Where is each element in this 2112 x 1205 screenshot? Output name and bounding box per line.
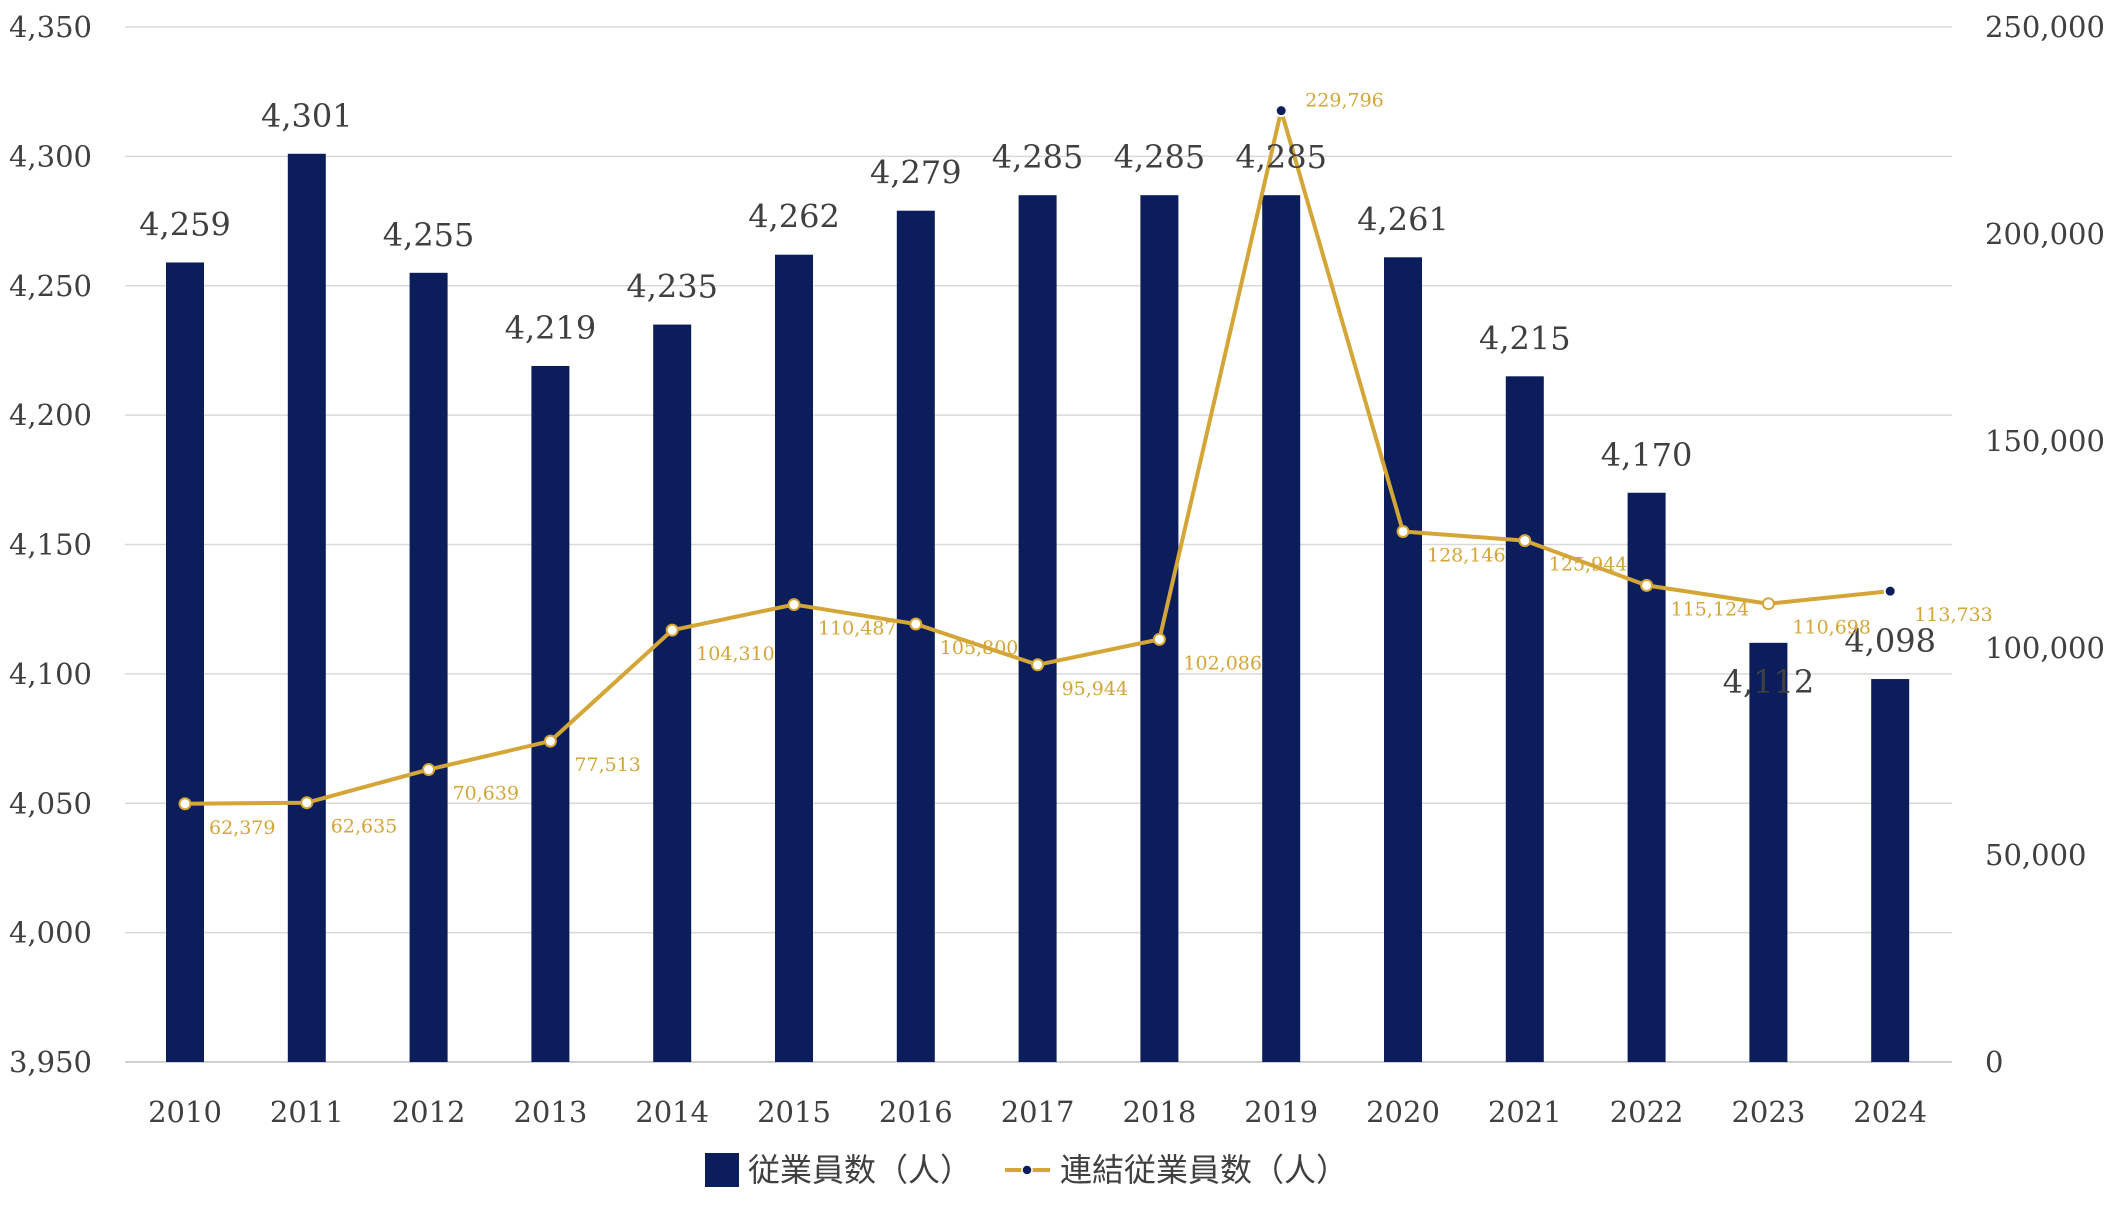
bar bbox=[1018, 195, 1057, 1062]
line-data-label: 70,639 bbox=[453, 783, 519, 805]
bar-data-label: 4,261 bbox=[1357, 200, 1449, 238]
line-data-label: 115,124 bbox=[1671, 598, 1750, 620]
legend-line-label: 連結従業員数（人） bbox=[1060, 1151, 1348, 1189]
x-axis-tick-label: 2020 bbox=[1366, 1095, 1440, 1129]
x-axis-tick-label: 2011 bbox=[270, 1095, 344, 1129]
x-axis-tick-label: 2024 bbox=[1853, 1095, 1927, 1129]
x-axis-tick-label: 2019 bbox=[1244, 1095, 1318, 1129]
left-axis-tick-label: 4,150 bbox=[9, 528, 92, 562]
bar-data-label: 4,219 bbox=[505, 309, 597, 347]
bar-data-label: 4,301 bbox=[261, 97, 353, 135]
line-point bbox=[1274, 104, 1288, 118]
line-point bbox=[1152, 632, 1166, 646]
line-data-label: 62,635 bbox=[331, 816, 397, 838]
line-data-label: 105,800 bbox=[940, 637, 1019, 659]
legend-bar-label: 従業員数（人） bbox=[748, 1151, 972, 1189]
right-axis-tick-label: 250,000 bbox=[1985, 10, 2105, 44]
bar bbox=[1140, 195, 1179, 1062]
x-axis-tick-label: 2010 bbox=[148, 1095, 222, 1129]
bar bbox=[166, 262, 204, 1062]
bar-data-label: 4,215 bbox=[1479, 319, 1571, 357]
line-point bbox=[1761, 597, 1775, 611]
bar bbox=[1871, 679, 1910, 1062]
bar-data-label: 4,098 bbox=[1844, 622, 1936, 660]
left-axis-tick-label: 4,100 bbox=[9, 657, 92, 691]
bar bbox=[653, 324, 692, 1062]
bar bbox=[1262, 195, 1301, 1062]
line-point bbox=[909, 617, 923, 631]
legend-line-marker bbox=[1021, 1164, 1033, 1176]
legend-bar-swatch bbox=[705, 1153, 739, 1187]
line-point bbox=[787, 598, 801, 612]
line-data-label: 110,487 bbox=[818, 618, 897, 640]
left-axis-tick-label: 4,300 bbox=[9, 139, 92, 173]
bar-data-label: 4,262 bbox=[748, 198, 840, 236]
bar-data-label: 4,285 bbox=[1114, 138, 1206, 176]
left-axis-tick-label: 4,000 bbox=[9, 916, 92, 950]
left-axis-tick-label: 4,200 bbox=[9, 398, 92, 432]
bar-data-label: 4,170 bbox=[1601, 436, 1693, 474]
line-point bbox=[665, 623, 679, 637]
bar-data-label: 4,279 bbox=[870, 154, 962, 192]
x-axis-tick-label: 2021 bbox=[1488, 1095, 1562, 1129]
right-axis-tick-label: 50,000 bbox=[1985, 838, 2086, 872]
line-point bbox=[1031, 658, 1045, 672]
left-axis-tick-label: 4,350 bbox=[9, 10, 92, 44]
x-axis-tick-label: 2013 bbox=[513, 1095, 587, 1129]
line-point bbox=[1518, 534, 1532, 548]
bar bbox=[896, 210, 935, 1062]
x-axis-tick-label: 2015 bbox=[757, 1095, 831, 1129]
bar bbox=[409, 272, 448, 1062]
left-axis-tick-label: 3,950 bbox=[9, 1045, 92, 1079]
bar bbox=[1505, 376, 1544, 1062]
x-axis-tick-label: 2023 bbox=[1731, 1095, 1805, 1129]
line-point bbox=[1396, 524, 1410, 538]
right-axis-tick-label: 150,000 bbox=[1985, 424, 2105, 458]
bar bbox=[1749, 642, 1788, 1062]
bar bbox=[1627, 492, 1666, 1062]
line-data-label: 113,733 bbox=[1914, 604, 1993, 626]
bar-data-label: 4,259 bbox=[139, 205, 231, 243]
x-axis-tick-label: 2017 bbox=[1001, 1095, 1075, 1129]
right-axis-tick-label: 100,000 bbox=[1985, 631, 2105, 665]
bar bbox=[775, 254, 813, 1062]
bar bbox=[1384, 257, 1422, 1063]
x-axis-tick-label: 2018 bbox=[1122, 1095, 1196, 1129]
line-data-label: 128,146 bbox=[1427, 544, 1506, 566]
bar-data-label: 4,112 bbox=[1723, 663, 1815, 701]
left-axis-tick-label: 4,050 bbox=[9, 786, 92, 820]
line-point bbox=[300, 796, 314, 810]
left-axis-tick-label: 4,250 bbox=[9, 269, 92, 303]
x-axis-tick-label: 2014 bbox=[635, 1095, 709, 1129]
line-data-label: 95,944 bbox=[1062, 678, 1128, 700]
line-data-label: 104,310 bbox=[696, 643, 775, 665]
line-point bbox=[422, 763, 436, 777]
line-point bbox=[1640, 578, 1654, 592]
x-axis-tick-label: 2012 bbox=[392, 1095, 466, 1129]
right-axis-tick-label: 200,000 bbox=[1985, 217, 2105, 251]
line-data-label: 110,698 bbox=[1792, 617, 1871, 639]
line-data-label: 62,379 bbox=[209, 817, 275, 839]
bar bbox=[287, 153, 326, 1063]
right-axis-tick-label: 0 bbox=[1985, 1045, 2003, 1079]
bar-data-label: 4,285 bbox=[1235, 138, 1327, 176]
bar-data-label: 4,235 bbox=[626, 268, 718, 306]
bar bbox=[531, 365, 570, 1062]
line-point bbox=[1883, 584, 1897, 598]
line-data-label: 102,086 bbox=[1183, 652, 1262, 674]
bar-data-label: 4,255 bbox=[383, 216, 475, 254]
line-point bbox=[543, 734, 557, 748]
line-data-label: 77,513 bbox=[574, 754, 640, 776]
line-data-label: 229,796 bbox=[1305, 90, 1384, 112]
x-axis-tick-label: 2016 bbox=[879, 1095, 953, 1129]
bar-data-label: 4,285 bbox=[992, 138, 1084, 176]
line-point bbox=[178, 797, 192, 811]
x-axis-tick-label: 2022 bbox=[1610, 1095, 1684, 1129]
line-data-label: 125,944 bbox=[1549, 554, 1628, 576]
